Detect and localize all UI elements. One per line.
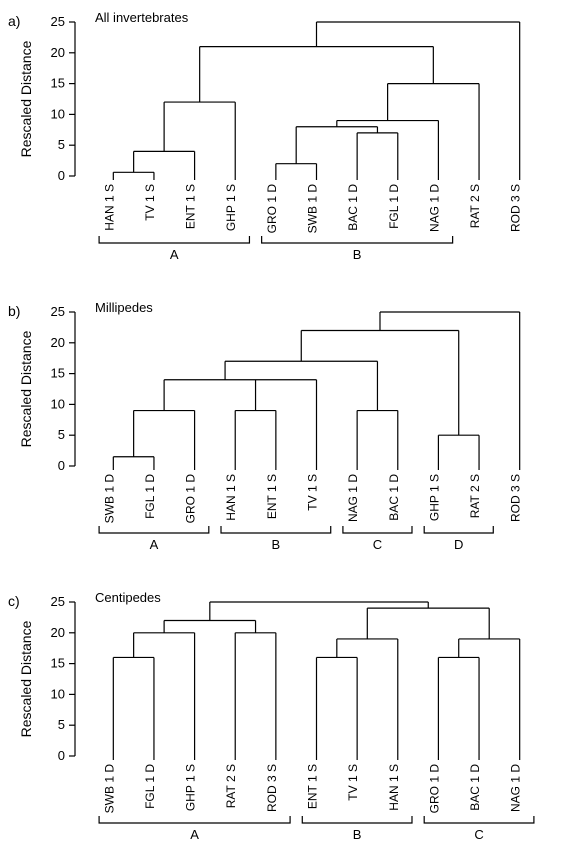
y-axis-label: Rescaled Distance (18, 330, 34, 447)
ytick-label: 5 (58, 427, 65, 442)
leaf-label: NAG 1 D (346, 474, 360, 522)
ytick-label: 10 (51, 686, 65, 701)
ytick-label: 15 (51, 76, 65, 91)
leaf-label: FGL 1 D (143, 474, 157, 519)
group-label: A (170, 247, 179, 262)
leaf-label: ROD 3 S (509, 474, 523, 522)
leaf-label: SWB 1 D (306, 184, 320, 234)
ytick-label: 15 (51, 366, 65, 381)
group-brace (424, 526, 493, 533)
group-brace (262, 236, 453, 243)
leaf-label: ENT 1 S (184, 184, 198, 229)
leaf-label: BAC 1 D (387, 474, 401, 521)
panel-letter: a) (8, 13, 20, 29)
leaf-label: GRO 1 D (265, 184, 279, 234)
ytick-label: 0 (58, 168, 65, 183)
panel-letter: c) (8, 593, 20, 609)
group-brace (99, 236, 249, 243)
panel-title: All invertebrates (95, 10, 189, 25)
leaf-label: TV 1 S (346, 764, 360, 801)
group-brace (424, 816, 534, 823)
leaf-label: BAC 1 D (468, 764, 482, 811)
leaf-label: GRO 1 D (427, 764, 441, 814)
leaf-label: HAN 1 S (102, 184, 116, 231)
leaf-label: HAN 1 S (387, 764, 401, 811)
group-brace (99, 526, 209, 533)
ytick-label: 25 (51, 14, 65, 29)
leaf-label: ROD 3 S (509, 184, 523, 232)
group-label: D (454, 537, 463, 552)
panel-b: 0 5 10 15 20 25 Rescaled Distance b) Millipedes S… (8, 300, 523, 552)
group-brace (221, 526, 331, 533)
leaf-label: BAC 1 D (346, 184, 360, 231)
leaf-label: FGL 1 D (143, 764, 157, 809)
dendrogram-lines (113, 312, 519, 466)
leaf-label: RAT 2 S (468, 474, 482, 518)
y-axis-label: Rescaled Distance (18, 40, 34, 157)
leaf-label: RAT 2 S (468, 184, 482, 228)
group-label: A (190, 827, 199, 842)
panel-title: Millipedes (95, 300, 153, 315)
leaf-label: SWB 1 D (102, 474, 116, 524)
y-axis-label: Rescaled Distance (18, 620, 34, 737)
group-brace (343, 526, 412, 533)
leaf-label: ROD 3 S (265, 764, 279, 812)
leaf-label: GHP 1 S (224, 184, 238, 231)
ytick-label: 25 (51, 594, 65, 609)
leaf-label: RAT 2 S (224, 764, 238, 808)
leaf-label: TV 1 S (306, 474, 320, 511)
ytick-label: 20 (51, 335, 65, 350)
ytick-label: 0 (58, 458, 65, 473)
group-label: C (474, 827, 483, 842)
leaf-label: NAG 1 D (427, 184, 441, 232)
group-label: C (373, 537, 382, 552)
panel-c: 0 5 10 15 20 25 Rescaled Distance c) Centipedes S… (8, 590, 534, 842)
leaf-label: GRO 1 D (184, 474, 198, 524)
ytick-label: 15 (51, 656, 65, 671)
ytick-label: 5 (58, 137, 65, 152)
ytick-label: 5 (58, 717, 65, 732)
ytick-label: 20 (51, 625, 65, 640)
leaf-label: ENT 1 S (265, 474, 279, 519)
leaf-label: NAG 1 D (509, 764, 523, 812)
group-brace (99, 816, 290, 823)
leaf-label: GHP 1 S (184, 764, 198, 811)
ytick-label: 25 (51, 304, 65, 319)
leaf-label: GHP 1 S (427, 474, 441, 521)
dendrogram-figure: 0 5 10 15 20 25 Rescaled Distance a) All inverte… (0, 0, 572, 859)
leaf-label: ENT 1 S (306, 764, 320, 809)
ytick-label: 10 (51, 106, 65, 121)
group-label: B (272, 537, 281, 552)
group-label: A (150, 537, 159, 552)
dendrogram-lines (113, 22, 519, 176)
panel-a: 0 5 10 15 20 25 Rescaled Distance a) All inverte… (8, 10, 523, 262)
group-brace (302, 816, 412, 823)
leaf-label: SWB 1 D (102, 764, 116, 814)
panel-letter: b) (8, 303, 20, 319)
ytick-label: 10 (51, 396, 65, 411)
group-label: B (353, 247, 362, 262)
ytick-label: 0 (58, 748, 65, 763)
leaf-label: FGL 1 D (387, 184, 401, 229)
dendrogram-lines (113, 602, 519, 756)
panel-title: Centipedes (95, 590, 161, 605)
leaf-label: TV 1 S (143, 184, 157, 221)
group-label: B (353, 827, 362, 842)
leaf-label: HAN 1 S (224, 474, 238, 521)
ytick-label: 20 (51, 45, 65, 60)
